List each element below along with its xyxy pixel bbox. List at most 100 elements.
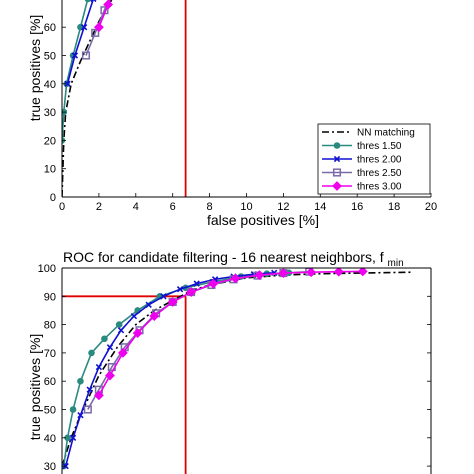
bottom-point-thres-3-00 [93, 390, 104, 401]
top-x-tick-label: 2 [96, 201, 102, 213]
bottom-y-ticks: 30 40 50 60 70 80 90 100 [38, 263, 431, 473]
top-x-tick-label: 6 [170, 201, 176, 213]
top-x-axis-label: false positives [%] [207, 212, 319, 228]
top-point-thres-1-50 [84, 0, 91, 3]
legend-marker-sample [333, 155, 341, 163]
top-point-thres-2-00 [64, 80, 71, 87]
top-x-tick-label: 8 [207, 201, 213, 213]
legend-entry-thres-3-00: thres 3.00 [322, 181, 402, 193]
bottom-point-thres-2-00 [77, 411, 84, 419]
top-series-thres-2-50 [81, 0, 110, 60]
top-x-tick-label: 12 [277, 201, 289, 213]
top-y-tick-label: 60 [44, 22, 56, 34]
legend-label: thres 3.00 [357, 182, 402, 193]
legend-label: thres 2.00 [357, 155, 402, 166]
top-point-thres-2-00 [90, 0, 97, 3]
bottom-point-thres-1-50 [115, 321, 123, 328]
legend-entry-thres-1-50: thres 1.50 [322, 141, 402, 152]
legend-label: thres 1.50 [357, 141, 402, 152]
top-x-tick-label: 0 [59, 201, 65, 213]
top-point-thres-2-00 [71, 52, 79, 59]
bottom-point-thres-2-00 [130, 312, 138, 320]
legend-label: NN matching [357, 128, 415, 139]
legend-entry-nn-matching: NN matching [322, 128, 415, 139]
bottom-point-thres-2-00 [193, 280, 200, 287]
top-y-ticks: 0 10 20 30 40 50 60 [44, 22, 66, 204]
top-x-tick-label: 4 [133, 201, 139, 213]
top-x-tick-label: 18 [388, 201, 400, 213]
bottom-point-thres-1-50 [101, 335, 108, 343]
bottom-point-thres-2-00 [106, 344, 114, 351]
top-point-thres-3-00 [93, 22, 104, 33]
bottom-y-tick-label: 40 [44, 433, 56, 445]
bottom-point-thres-3-00 [167, 297, 178, 307]
bottom-point-thres-3-00 [186, 287, 197, 297]
bottom-point-thres-3-00 [132, 328, 143, 338]
bottom-point-thres-2-00 [86, 386, 93, 393]
top-line-nn-matching [62, 0, 113, 197]
bottom-point-thres-2-00 [69, 434, 77, 441]
top-point-thres-2-50 [91, 28, 100, 37]
bottom-line-thres-2-50 [87, 270, 310, 410]
top-line-thres-2-50 [85, 0, 110, 56]
bottom-chart-title: ROC for candidate filtering - 16 nearest… [63, 249, 404, 269]
bottom-point-thres-3-00 [117, 347, 128, 358]
top-y-tick-label: 0 [50, 192, 56, 204]
top-y-tick-label: 40 [44, 79, 56, 91]
legend-label: thres 2.50 [357, 168, 402, 179]
bottom-point-thres-3-00 [254, 270, 265, 280]
bottom-y-tick-label: 100 [38, 263, 56, 275]
bottom-title-main: ROC for candidate filtering - 16 nearest… [63, 249, 384, 265]
bottom-point-thres-2-50 [83, 405, 92, 414]
bottom-point-thres-2-00 [95, 363, 103, 371]
bottom-point-thres-3-00 [333, 268, 344, 277]
bottom-point-thres-2-00 [160, 293, 167, 300]
top-y-tick-label: 50 [44, 51, 56, 63]
roc-chart-bottom: ROC for candidate filtering - 16 nearest… [27, 249, 432, 474]
legend: NN matching thres 1.50 thres 2.00 thres 2.5… [317, 123, 431, 195]
bottom-point-thres-3-00 [278, 268, 289, 279]
top-point-thres-2-50 [81, 51, 91, 60]
bottom-y-tick-label: 50 [44, 405, 56, 417]
top-y-axis-label: true positives [%] [27, 15, 43, 122]
top-x-tick-label: 16 [351, 201, 363, 213]
bottom-point-thres-1-50 [88, 349, 95, 357]
bottom-title-subscript: min [388, 258, 404, 269]
top-series-thres-2-00 [64, 0, 97, 87]
top-y-tick-label: 10 [44, 164, 56, 176]
top-y-tick-label: 20 [44, 135, 56, 147]
bottom-point-thres-1-50 [77, 377, 84, 385]
top-point-thres-3-00 [103, 0, 114, 10]
top-y-tick-label: 30 [44, 107, 56, 119]
top-point-thres-2-00 [80, 24, 88, 31]
bottom-plot-area [62, 268, 413, 474]
top-x-ticks: 0 2 4 6 8 10 12 14 16 18 20 [59, 193, 437, 213]
top-series-nn-matching [62, 0, 113, 197]
bottom-point-thres-3-00 [357, 268, 368, 277]
bottom-point-thres-2-00 [145, 301, 152, 308]
legend-entry-thres-2-00: thres 2.00 [322, 155, 402, 166]
top-plot-area [62, 0, 187, 197]
legend-marker-sample [332, 168, 342, 177]
bottom-point-thres-1-50 [69, 406, 77, 413]
top-series-thres-3-00 [93, 0, 114, 33]
bottom-y-tick-label: 30 [44, 461, 56, 473]
top-x-tick-label: 14 [314, 201, 326, 213]
top-x-tick-label: 20 [425, 201, 437, 213]
legend-marker-sample [333, 142, 341, 149]
legend-entry-thres-2-50: thres 2.50 [322, 168, 402, 179]
bottom-y-tick-label: 60 [44, 376, 56, 388]
legend-marker-sample [332, 181, 342, 191]
bottom-y-tick-label: 90 [44, 291, 56, 303]
bottom-series-thres-3-00 [93, 268, 368, 401]
bottom-y-tick-label: 80 [44, 320, 56, 332]
bottom-point-thres-3-00 [230, 273, 241, 284]
bottom-point-thres-2-00 [176, 286, 184, 293]
bottom-line-thres-2-00 [64, 272, 275, 467]
bottom-point-thres-3-00 [105, 370, 115, 381]
top-x-tick-label: 10 [240, 201, 252, 213]
bottom-series-thres-2-00 [62, 269, 278, 470]
bottom-point-thres-2-00 [117, 327, 125, 334]
top-line-thres-1-50 [62, 0, 89, 141]
